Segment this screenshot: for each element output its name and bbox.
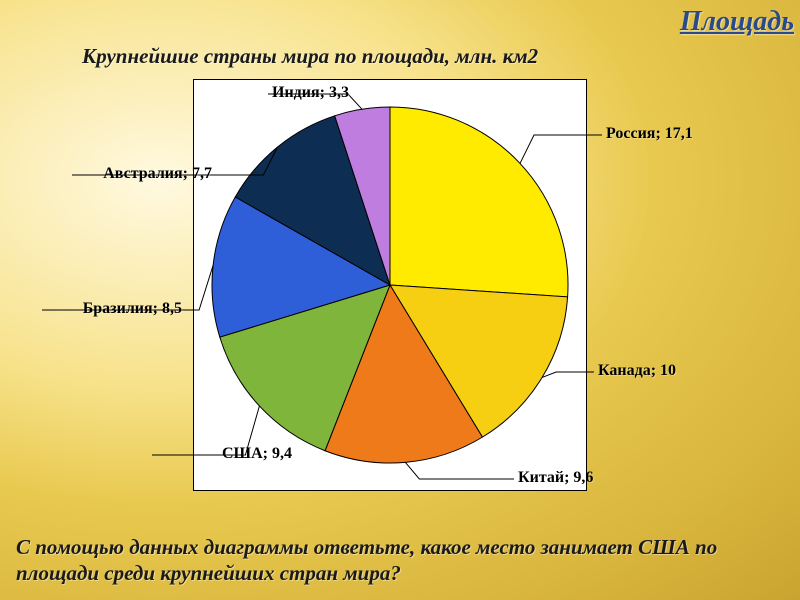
chart-subtitle: Крупнейшие страны мира по площади, млн. … — [82, 44, 538, 69]
slice-label: США; 9,4 — [152, 445, 292, 463]
slice-label: Канада; 10 — [598, 362, 676, 380]
slice-label: Индия; 3,3 — [272, 84, 349, 102]
slice-label: Россия; 17,1 — [606, 125, 693, 143]
slice-label: Китай; 9,6 — [518, 469, 593, 487]
slice-label: Австралия; 7,7 — [72, 165, 212, 183]
question-text: С помощью данных диаграммы ответьте, как… — [16, 534, 784, 587]
page-title: Площадь — [680, 6, 794, 38]
pie-chart-box — [193, 79, 587, 491]
pie-slice — [390, 107, 568, 297]
pie-chart — [210, 105, 570, 465]
slice-label: Бразилия; 8,5 — [42, 300, 182, 318]
